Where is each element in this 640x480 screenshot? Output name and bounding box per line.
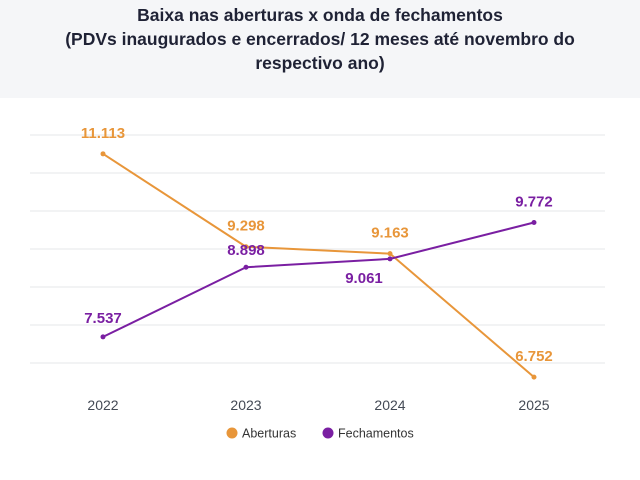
x-tick-label-2023: 2023: [230, 397, 261, 413]
fechamentos-point-2024: [387, 256, 393, 262]
legend: Aberturas Fechamentos: [226, 427, 414, 441]
x-tick-label-2025: 2025: [518, 397, 549, 413]
legend-marker-fechamentos: [322, 427, 334, 439]
aberturas-label-2025: 6.752: [515, 348, 553, 365]
aberturas-line: [102, 152, 535, 378]
fechamentos-line: [102, 221, 535, 338]
aberturas-label-2024: 9.163: [371, 225, 409, 242]
fechamentos-label-2022: 7.537: [84, 310, 122, 327]
chart-title-line-2: (PDVs inaugurados e encerrados/ 12 meses…: [65, 29, 575, 49]
legend-label-fechamentos: Fechamentos: [338, 427, 414, 441]
chart-title-line-3: respectivo ano): [255, 53, 385, 73]
fechamentos-label-2024: 9.061: [345, 270, 383, 287]
chart-header: Baixa nas aberturas x onda de fechamento…: [0, 0, 640, 98]
legend-label-aberturas: Aberturas: [242, 427, 296, 441]
aberturas-point-2025: [531, 374, 537, 380]
grid: [30, 134, 605, 364]
fechamentos-point-2025: [531, 219, 537, 225]
legend-marker-aberturas: [226, 427, 238, 439]
aberturas-point-2022: [100, 151, 106, 157]
series-points: [100, 151, 537, 380]
series-lines: [102, 152, 535, 378]
fechamentos-label-2025: 9.772: [515, 193, 553, 210]
aberturas-label-2022: 11.113: [81, 125, 125, 142]
data-labels: 11.113 9.298 9.163 6.752 7.537 8.898 9.061 9.77…: [81, 125, 553, 365]
aberturas-point-2023: [243, 244, 249, 250]
chart-title-line-1: Baixa nas aberturas x onda de fechamento…: [137, 5, 503, 25]
fechamentos-point-2023: [243, 264, 249, 270]
fechamentos-point-2022: [100, 334, 106, 340]
fechamentos-label-2023: 8.898: [227, 242, 265, 259]
line-chart: 11.113 9.298 9.163 6.752 7.537 8.898 9.061 9.77…: [30, 125, 605, 441]
aberturas-point-2024: [387, 251, 393, 257]
chart-title: Baixa nas aberturas x onda de fechamento…: [0, 0, 640, 75]
x-axis-ticks: 2022 2023 2024 2025: [87, 397, 549, 413]
aberturas-label-2023: 9.298: [227, 218, 265, 235]
x-tick-label-2024: 2024: [374, 397, 405, 413]
x-tick-label-2022: 2022: [87, 397, 118, 413]
